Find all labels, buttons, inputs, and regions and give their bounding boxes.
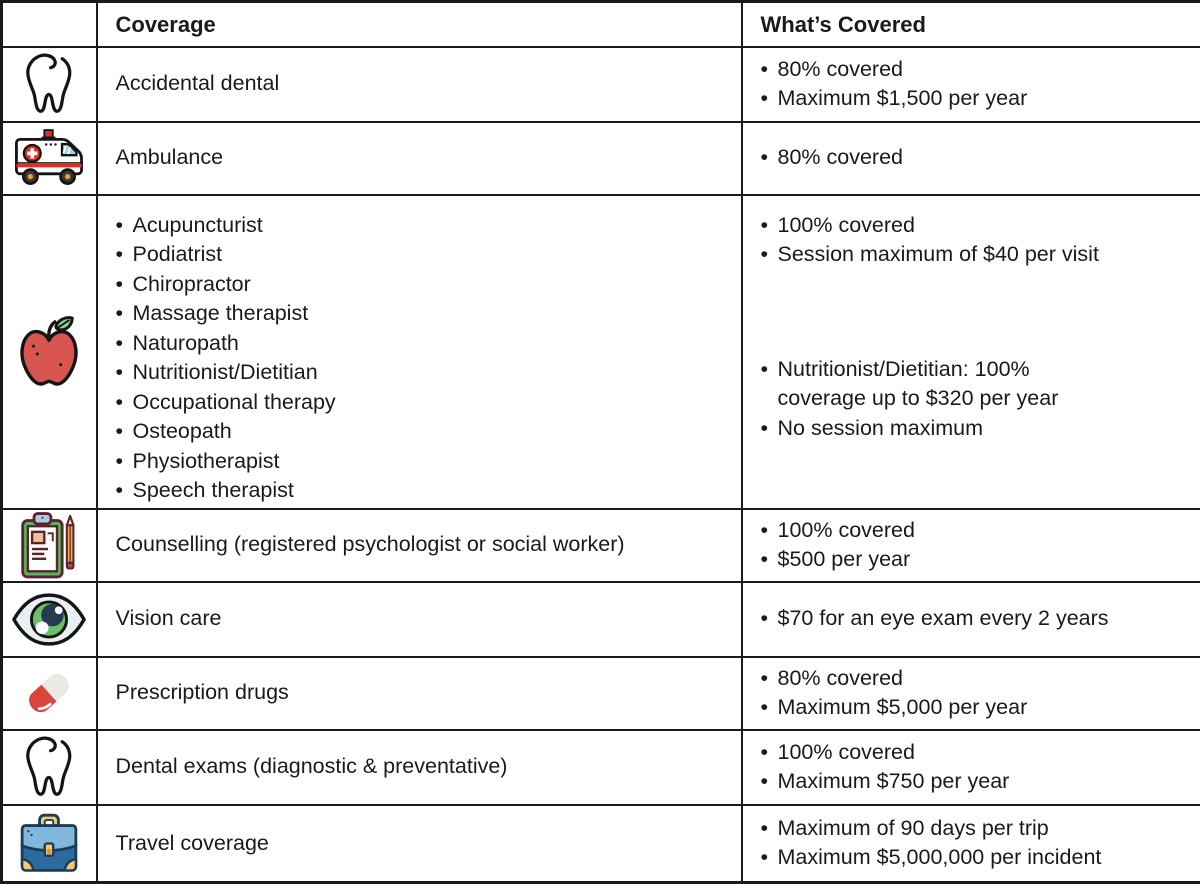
header-whats-covered: What’s Covered — [742, 2, 1200, 47]
whats-covered-cell: Maximum of 90 days per trip Maximum $5,0… — [742, 805, 1200, 883]
table-row: Ambulance 80% covered — [2, 122, 1200, 195]
header-row: Coverage What’s Covered — [2, 2, 1200, 47]
table-row: Accidental dental 80% covered Maximum $1… — [2, 47, 1200, 122]
practitioner-item: Physiotherapist — [116, 447, 733, 477]
icon-cell — [2, 122, 97, 195]
coverage-label: Travel coverage — [116, 831, 269, 855]
eye-icon — [10, 591, 88, 648]
covered-item: 100% covered — [761, 516, 1193, 546]
coverage-label: Vision care — [116, 606, 222, 630]
whats-covered-cell: 80% covered — [742, 122, 1200, 195]
table-row: Travel coverage Maximum of 90 days per t… — [2, 805, 1200, 883]
covered-item: $500 per year — [761, 545, 1193, 575]
coverage-cell: Acupuncturist Podiatrist Chiropractor Ma… — [97, 195, 742, 509]
covered-item: Maximum $5,000,000 per incident — [761, 843, 1193, 873]
clipboard-icon — [18, 510, 80, 580]
icon-cell — [2, 509, 97, 582]
table-row: Counselling (registered psychologist or … — [2, 509, 1200, 582]
covered-item: 80% covered — [761, 664, 1193, 694]
practitioner-item: Speech therapist — [116, 476, 733, 506]
covered-item: 100% covered — [761, 738, 1193, 768]
covered-group-1: 100% covered Session maximum of $40 per … — [761, 211, 1193, 270]
pill-icon — [18, 662, 80, 724]
covered-item: Nutritionist/Dietitian: 100% coverage up… — [761, 355, 1106, 414]
coverage-cell: Dental exams (diagnostic & preventative) — [97, 730, 742, 805]
tooth-icon — [21, 734, 77, 800]
covered-group-2: Nutritionist/Dietitian: 100% coverage up… — [761, 355, 1106, 444]
practitioner-item: Podiatrist — [116, 240, 733, 270]
covered-item: No session maximum — [761, 414, 1106, 444]
table-row: Vision care $70 for an eye exam every 2 … — [2, 582, 1200, 657]
covered-item: Maximum $5,000 per year — [761, 693, 1193, 723]
coverage-label: Ambulance — [116, 145, 224, 169]
covered-item: 80% covered — [761, 143, 1193, 173]
covered-item: $70 for an eye exam every 2 years — [761, 604, 1193, 634]
header-coverage: Coverage — [97, 2, 742, 47]
table-row: Acupuncturist Podiatrist Chiropractor Ma… — [2, 195, 1200, 509]
practitioner-item: Occupational therapy — [116, 388, 733, 418]
table-row: Dental exams (diagnostic & preventative)… — [2, 730, 1200, 805]
briefcase-icon — [16, 812, 82, 875]
whats-covered-cell: 100% covered Maximum $750 per year — [742, 730, 1200, 805]
icon-cell — [2, 730, 97, 805]
header-icon-cell — [2, 2, 97, 47]
icon-cell — [2, 47, 97, 122]
coverage-cell: Accidental dental — [97, 47, 742, 122]
covered-item: Maximum $750 per year — [761, 767, 1193, 797]
covered-item: Maximum $1,500 per year — [761, 84, 1193, 114]
coverage-label: Dental exams (diagnostic & preventative) — [116, 754, 508, 778]
coverage-cell: Counselling (registered psychologist or … — [97, 509, 742, 582]
practitioner-item: Chiropractor — [116, 270, 733, 300]
ambulance-icon — [9, 128, 89, 188]
practitioner-item: Nutritionist/Dietitian — [116, 358, 733, 388]
practitioner-item: Massage therapist — [116, 299, 733, 329]
practitioner-item: Acupuncturist — [116, 211, 733, 241]
icon-cell — [2, 582, 97, 657]
covered-item: Session maximum of $40 per visit — [761, 240, 1193, 270]
coverage-label: Prescription drugs — [116, 680, 289, 704]
apple-icon — [17, 314, 81, 390]
icon-cell — [2, 657, 97, 730]
coverage-label: Counselling (registered psychologist or … — [116, 532, 625, 556]
coverage-cell: Ambulance — [97, 122, 742, 195]
icon-cell — [2, 805, 97, 883]
coverage-cell: Prescription drugs — [97, 657, 742, 730]
whats-covered-cell: 100% covered Session maximum of $40 per … — [742, 195, 1200, 509]
covered-item: 100% covered — [761, 211, 1193, 241]
practitioner-item: Osteopath — [116, 417, 733, 447]
tooth-icon — [21, 51, 77, 117]
whats-covered-cell: 100% covered $500 per year — [742, 509, 1200, 582]
practitioner-item: Naturopath — [116, 329, 733, 359]
whats-covered-cell: 80% covered Maximum $5,000 per year — [742, 657, 1200, 730]
table-row: Prescription drugs 80% covered Maximum $… — [2, 657, 1200, 730]
whats-covered-cell: 80% covered Maximum $1,500 per year — [742, 47, 1200, 122]
practitioner-list: Acupuncturist Podiatrist Chiropractor Ma… — [116, 211, 733, 506]
covered-item: Maximum of 90 days per trip — [761, 814, 1193, 844]
coverage-cell: Travel coverage — [97, 805, 742, 883]
whats-covered-cell: $70 for an eye exam every 2 years — [742, 582, 1200, 657]
icon-cell — [2, 195, 97, 509]
coverage-label: Accidental dental — [116, 71, 280, 95]
covered-item: 80% covered — [761, 55, 1193, 85]
coverage-cell: Vision care — [97, 582, 742, 657]
